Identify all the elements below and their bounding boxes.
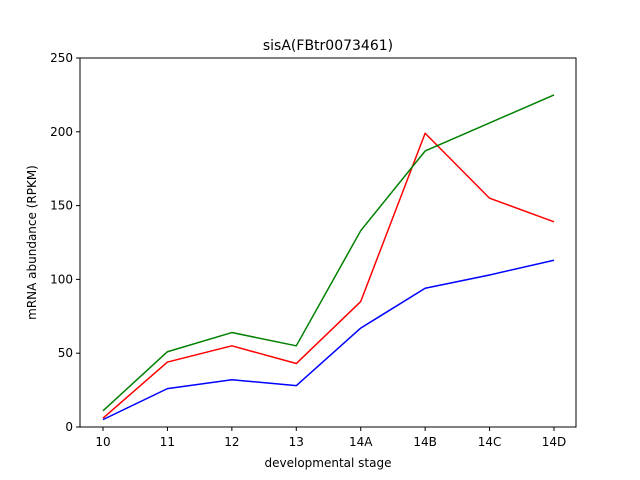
y-axis-label: mRNA abundance (RPKM)	[25, 165, 39, 320]
x-axis-label: developmental stage	[265, 456, 392, 470]
chart-title: sisA(FBtr0073461)	[263, 38, 393, 54]
x-tick-label: 13	[289, 435, 304, 449]
series-layer	[102, 94, 555, 421]
x-tick-label: 14C	[478, 435, 502, 449]
y-tick-label: 50	[58, 346, 73, 360]
y-tick-label: 150	[50, 199, 73, 213]
x-tick-label: 12	[224, 435, 239, 449]
y-tick-label: 200	[50, 125, 73, 139]
y-tick-label: 100	[50, 272, 73, 286]
x-tick-label: 11	[160, 435, 175, 449]
x-tick-label: 14A	[349, 435, 373, 449]
y-tick-label: 0	[65, 420, 73, 434]
x-tick-label: 14B	[413, 435, 437, 449]
plot-frame	[79, 57, 577, 428]
x-tick-label: 10	[95, 435, 110, 449]
y-tick-label: 250	[50, 51, 73, 65]
series-line-0	[102, 259, 555, 421]
series-line-2	[102, 94, 555, 412]
x-tick-label: 14D	[542, 435, 567, 449]
axis-layer: 10 11 12 13 14A 14B 14C 14D 0 50 100 150 200 250	[50, 51, 566, 449]
series-line-1	[102, 132, 555, 419]
